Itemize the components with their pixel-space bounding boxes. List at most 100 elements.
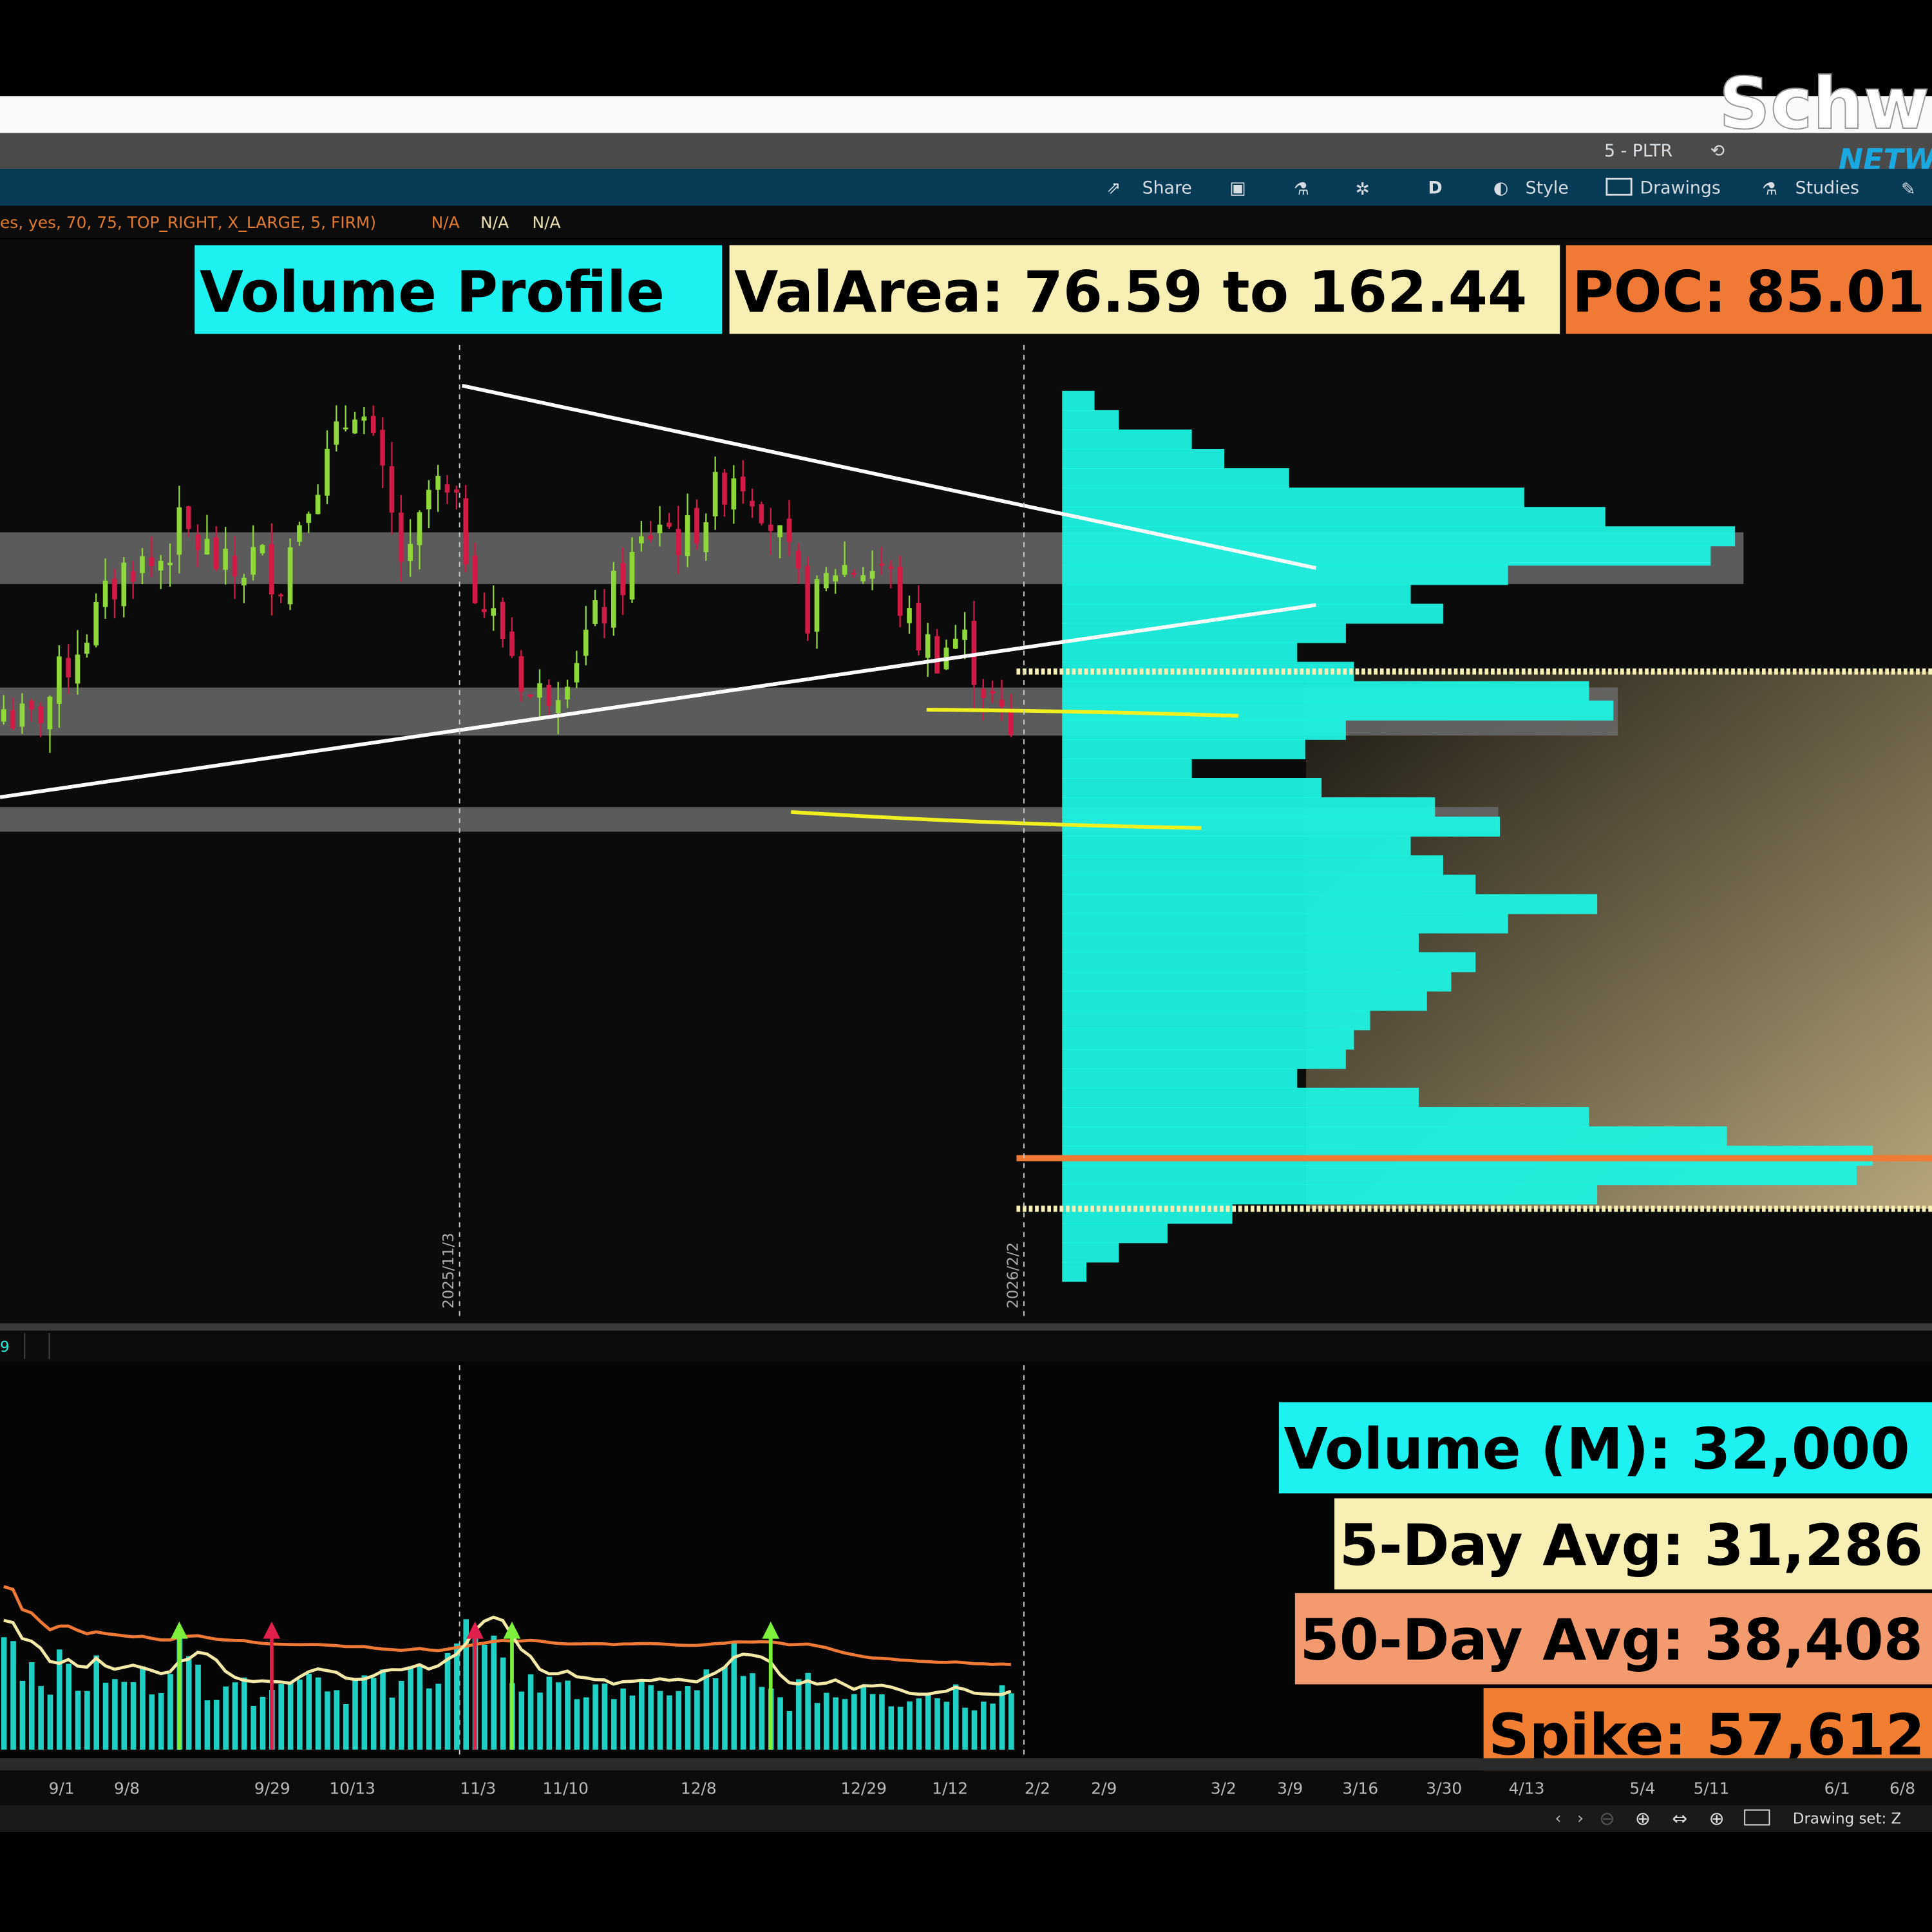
volume-bar — [112, 1679, 118, 1750]
candle-body — [731, 478, 737, 510]
symbol-tab[interactable]: 5 - PLTR — [1604, 141, 1672, 161]
volume-bar — [398, 1681, 404, 1750]
candle-body — [315, 495, 321, 515]
subpanel-tab[interactable]: 9 — [0, 1339, 10, 1356]
flask-icon[interactable]: ⚗ — [1294, 179, 1309, 199]
volume-profile — [1062, 390, 1873, 1282]
study-row — [0, 205, 1932, 238]
candle-body — [537, 683, 542, 698]
trendline-lower[interactable] — [0, 603, 1316, 799]
candle-body — [389, 466, 395, 513]
style-button[interactable]: ◐ Style — [1493, 178, 1569, 198]
volume-bar — [1009, 1693, 1014, 1750]
volume-bar — [639, 1680, 645, 1750]
candle-body — [28, 700, 34, 710]
volume-bar — [980, 1701, 987, 1750]
screenshot-icon[interactable]: ▣ — [1229, 178, 1245, 198]
arrow-up-icon — [170, 1621, 188, 1639]
candle-body — [260, 545, 265, 554]
edit-icon[interactable]: ✎ — [1901, 179, 1915, 199]
volume-bar — [185, 1656, 192, 1750]
volume-bar — [565, 1680, 571, 1750]
candle-body — [287, 547, 293, 605]
drawings-button[interactable]: Drawings — [1605, 177, 1721, 198]
profile-bar — [1062, 1262, 1087, 1282]
period-button[interactable]: D — [1428, 178, 1442, 198]
profile-bar — [1062, 468, 1289, 489]
study-value: N/A — [431, 213, 460, 232]
volume-bar — [527, 1674, 534, 1750]
profile-bar — [1062, 739, 1305, 759]
hand-drawn-line[interactable] — [791, 810, 1202, 830]
volume-bar — [140, 1666, 146, 1750]
candle-body — [472, 555, 478, 603]
candle-body — [703, 522, 709, 553]
volume-bar — [195, 1664, 201, 1750]
profile-bar — [1062, 913, 1508, 934]
candle-body — [777, 525, 782, 538]
volume-bar — [676, 1690, 682, 1750]
candle-body — [648, 535, 654, 540]
volume-bar — [583, 1697, 589, 1750]
candle-body — [667, 522, 672, 527]
candle-body — [639, 536, 644, 544]
volume-bar — [232, 1682, 238, 1750]
crosshair-icon[interactable]: ⊕ — [1709, 1808, 1725, 1830]
volume-bar — [426, 1688, 432, 1750]
trendline-upper[interactable] — [461, 384, 1316, 570]
zoom-out-icon[interactable]: ⊖ — [1599, 1808, 1615, 1830]
profile-bar — [1062, 545, 1711, 566]
candle-body — [380, 430, 385, 466]
candle-body — [167, 562, 173, 565]
candle-body — [158, 560, 164, 571]
volume-bar — [325, 1691, 330, 1750]
pan-icon[interactable]: ⇔ — [1672, 1808, 1687, 1830]
studies-button[interactable]: ⚗ Studies — [1762, 178, 1859, 199]
volume-profile-label: Volume Profile — [200, 259, 665, 325]
gear-icon[interactable]: ✲ — [1356, 179, 1370, 199]
x-axis-tick: 6/8 — [1889, 1779, 1915, 1798]
scroll-left-icon[interactable]: ‹ — [1555, 1809, 1562, 1828]
candle-body — [869, 571, 875, 579]
volume-bar — [620, 1688, 626, 1750]
candle-body — [824, 573, 829, 589]
candle-body — [1, 709, 6, 722]
volume-bar — [759, 1687, 765, 1750]
volume-bar — [204, 1700, 211, 1750]
volume-bar — [121, 1681, 128, 1750]
x-axis[interactable] — [0, 1770, 1932, 1805]
volume-label-bg — [1278, 1402, 1932, 1493]
candle-body — [500, 601, 506, 639]
zoom-in-icon[interactable]: ⊕ — [1635, 1808, 1651, 1830]
panel-divider[interactable] — [0, 1323, 1932, 1331]
subpanel-header — [0, 1331, 1932, 1362]
profile-bar — [1062, 855, 1443, 876]
fullscreen-icon[interactable] — [1744, 1809, 1770, 1826]
event-label: 2025/11/3 — [440, 1233, 457, 1309]
volume-bar — [454, 1643, 460, 1750]
candle-body — [574, 663, 580, 683]
share-label: Share — [1142, 178, 1192, 198]
volume-bar — [694, 1690, 700, 1750]
arrow-down-icon — [466, 1621, 484, 1639]
arrow-up-icon — [503, 1621, 521, 1639]
event-label: 2026/2/2 — [1005, 1242, 1021, 1309]
study-params: es, yes, 70, 75, TOP_RIGHT, X_LARGE, 5, … — [0, 213, 376, 232]
volume-bar — [934, 1698, 940, 1750]
candle-body — [795, 551, 801, 569]
drawing-set[interactable]: Drawing set: Z — [1793, 1811, 1901, 1828]
profile-bar — [1062, 971, 1452, 992]
drawings-icon — [1605, 177, 1633, 196]
hand-drawn-line[interactable] — [926, 708, 1238, 718]
share-button[interactable]: ⇗ Share — [1106, 178, 1192, 198]
drawings-label: Drawings — [1640, 178, 1721, 198]
candle-body — [435, 476, 440, 490]
volume-bar — [962, 1707, 968, 1750]
volume-bar — [334, 1690, 340, 1750]
candle-body — [352, 419, 357, 433]
scroll-right-icon[interactable]: › — [1577, 1809, 1584, 1828]
candle-body — [463, 498, 469, 565]
refresh-icon[interactable]: ⟲ — [1710, 141, 1725, 161]
volume-bar — [592, 1684, 598, 1750]
candle-body — [565, 687, 570, 700]
